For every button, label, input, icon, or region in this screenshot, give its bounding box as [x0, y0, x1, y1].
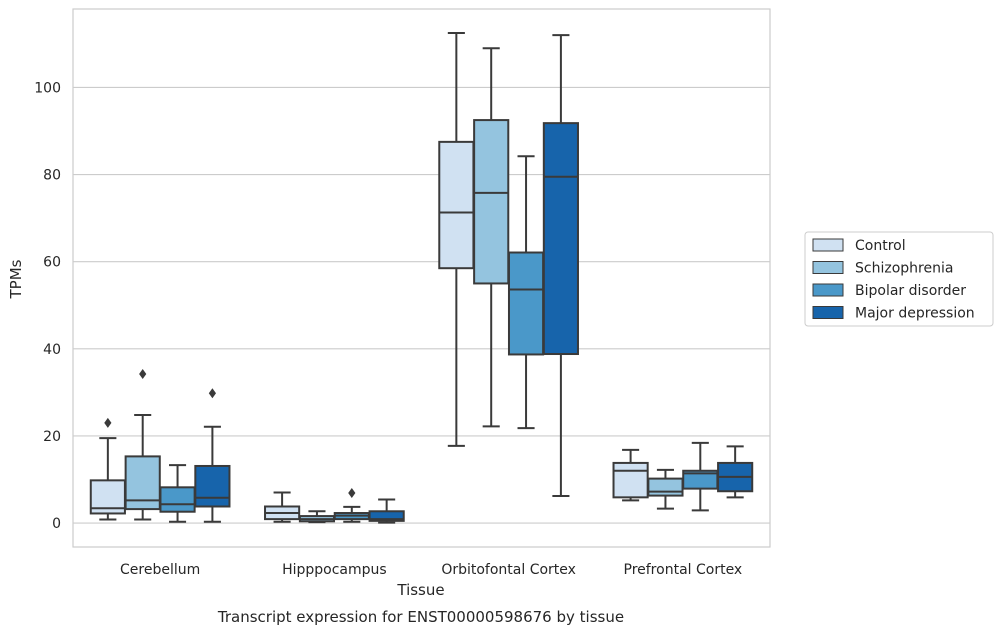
y-tick-label: 0 [52, 516, 61, 532]
legend-label: Major depression [855, 306, 975, 322]
legend-label: Schizophrenia [855, 261, 953, 277]
legend: Control Schizophrenia Bipolar disorder Majo… [804, 231, 994, 327]
iqr-box [647, 477, 684, 497]
box-major-depression [194, 388, 231, 523]
iqr-box [438, 140, 475, 270]
box-bipolar-disorder [333, 487, 370, 523]
box-schizophrenia [647, 468, 684, 510]
y-axis-label: TPMs [7, 259, 25, 299]
box-major-depression [717, 445, 754, 499]
legend-swatch [812, 306, 844, 319]
chart-title: Transcript expression for ENST0000059867… [217, 608, 624, 626]
box-schizophrenia [298, 510, 336, 524]
legend-swatch [812, 238, 844, 252]
y-tick-labels: 0 20 40 60 80 100 [34, 80, 61, 532]
iqr-box [542, 122, 579, 356]
outlier-point [208, 388, 216, 399]
iqr-box [507, 251, 545, 356]
x-tick-label: Cerebellum [120, 562, 200, 578]
box-control [438, 31, 475, 447]
x-tick-label: Prefrontal Cortex [624, 562, 743, 578]
outlier-point [139, 369, 147, 380]
legend-swatch [812, 261, 844, 274]
box-major-depression [368, 498, 405, 524]
box-bipolar-disorder [159, 464, 196, 523]
y-tick-label: 80 [43, 168, 61, 184]
legend-swatch [812, 283, 844, 297]
x-tick-labels: Cerebellum Hipppocampus Orbitofontal Corte… [120, 562, 742, 578]
outlier-point [348, 487, 356, 498]
legend-label: Control [855, 238, 906, 254]
y-tick-label: 40 [43, 342, 61, 358]
legend-frame [804, 231, 994, 327]
iqr-box [368, 510, 405, 522]
box-bipolar-disorder [507, 155, 545, 430]
box-schizophrenia [124, 369, 161, 521]
iqr-box [612, 461, 649, 499]
iqr-box [194, 464, 231, 508]
box-bipolar-disorder [682, 441, 719, 512]
x-tick-label: Orbitofontal Cortex [441, 562, 576, 578]
boxes [89, 31, 754, 524]
iqr-box [159, 486, 196, 513]
y-tick-label: 60 [43, 255, 61, 271]
y-tick-label: 20 [43, 429, 61, 445]
box-control [89, 417, 126, 521]
box-control [612, 448, 649, 502]
legend-label: Bipolar disorder [855, 283, 966, 299]
box-schizophrenia [473, 47, 510, 428]
box-control [264, 491, 301, 523]
box-major-depression [542, 34, 579, 498]
x-axis-label: Tissue [396, 581, 444, 599]
x-tick-label: Hipppocampus [282, 562, 387, 578]
y-tick-label: 100 [34, 80, 61, 96]
gridlines [73, 86, 770, 524]
plot-area-frame [72, 8, 771, 548]
outlier-point [104, 417, 112, 428]
iqr-box [473, 119, 510, 285]
